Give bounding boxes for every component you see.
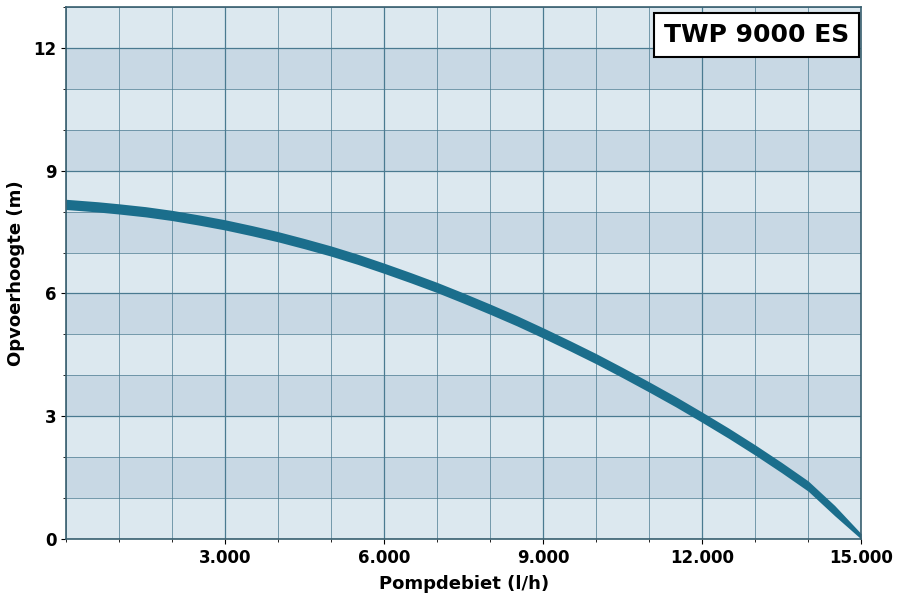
X-axis label: Pompdebiet (l/h): Pompdebiet (l/h) [379,575,549,593]
Bar [66,48,861,89]
Bar [66,498,861,539]
Bar [66,334,861,375]
Bar [66,375,861,416]
Text: TWP 9000 ES: TWP 9000 ES [664,23,850,47]
Bar [66,416,861,457]
Bar [66,212,861,253]
Bar [66,457,861,498]
Bar [66,170,861,212]
Y-axis label: Opvoerhoogte (m): Opvoerhoogte (m) [7,180,25,366]
Bar [66,89,861,130]
Bar [66,293,861,334]
Bar [66,253,861,293]
Bar [66,7,861,48]
Bar [66,130,861,170]
